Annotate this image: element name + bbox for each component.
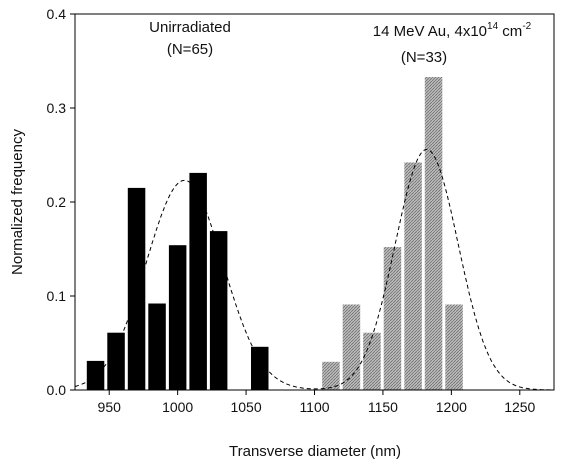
- plot-frame: [74, 13, 555, 391]
- y-tick-label-4: 0.4: [47, 6, 67, 22]
- x-axis-label: Transverse diameter (nm): [229, 443, 401, 460]
- bar-series-1-5: [424, 77, 443, 390]
- bars-layer: [86, 77, 463, 390]
- bar-series-0-2: [127, 187, 146, 390]
- irradiated-label-unit-exponent: -2: [522, 21, 531, 32]
- bar-series-1-0: [322, 361, 340, 390]
- bar-series-0-8: [251, 346, 269, 390]
- bar-series-0-4: [168, 245, 187, 390]
- x-tick-label-4: 1150: [368, 399, 398, 415]
- bar-series-0-5: [189, 172, 207, 390]
- bar-series-1-4: [404, 162, 422, 390]
- irradiated-label-main: 14 MeV Au, 4x10: [373, 23, 487, 40]
- irradiated-count-label: (N=33): [401, 49, 447, 66]
- unirradiated-count-label: (N=65): [167, 41, 213, 58]
- gaussian-fit-curve: [74, 148, 554, 391]
- unirradiated-label: Unirradiated: [149, 19, 231, 36]
- x-tick-label-1: 1000: [162, 399, 193, 415]
- bar-series-1-3: [383, 247, 402, 390]
- bar-series-0-1: [107, 332, 125, 390]
- x-tick-label-2: 1050: [230, 399, 261, 415]
- bar-series-1-6: [445, 304, 463, 390]
- bar-series-1-1: [342, 304, 361, 390]
- irradiated-label-exponent: 14: [487, 21, 499, 32]
- x-tick-label-3: 1100: [299, 399, 329, 415]
- y-tick-label-3: 0.3: [47, 100, 67, 116]
- irradiated-label: 14 MeV Au, 4x1014 cm-2: [373, 21, 532, 40]
- x-tick-label-6: 1250: [504, 399, 535, 415]
- y-axis-label: Normalized frequency: [9, 129, 26, 275]
- y-tick-label-1: 0.1: [47, 288, 67, 304]
- y-tick-label-2: 0.2: [47, 194, 67, 210]
- ticks-layer: 950 1000 1050 1100 1150 1200 1250 0.0 0.1 0.2 0.3 0…: [47, 6, 536, 415]
- irradiated-label-unit: cm: [498, 23, 522, 40]
- bar-series-0-3: [148, 303, 166, 390]
- fits-layer: [74, 148, 554, 391]
- x-tick-label-0: 950: [98, 399, 122, 415]
- bar-series-0-6: [209, 231, 228, 390]
- y-tick-label-0: 0.0: [47, 382, 67, 398]
- bar-series-1-2: [363, 332, 381, 390]
- x-tick-label-5: 1200: [436, 399, 467, 415]
